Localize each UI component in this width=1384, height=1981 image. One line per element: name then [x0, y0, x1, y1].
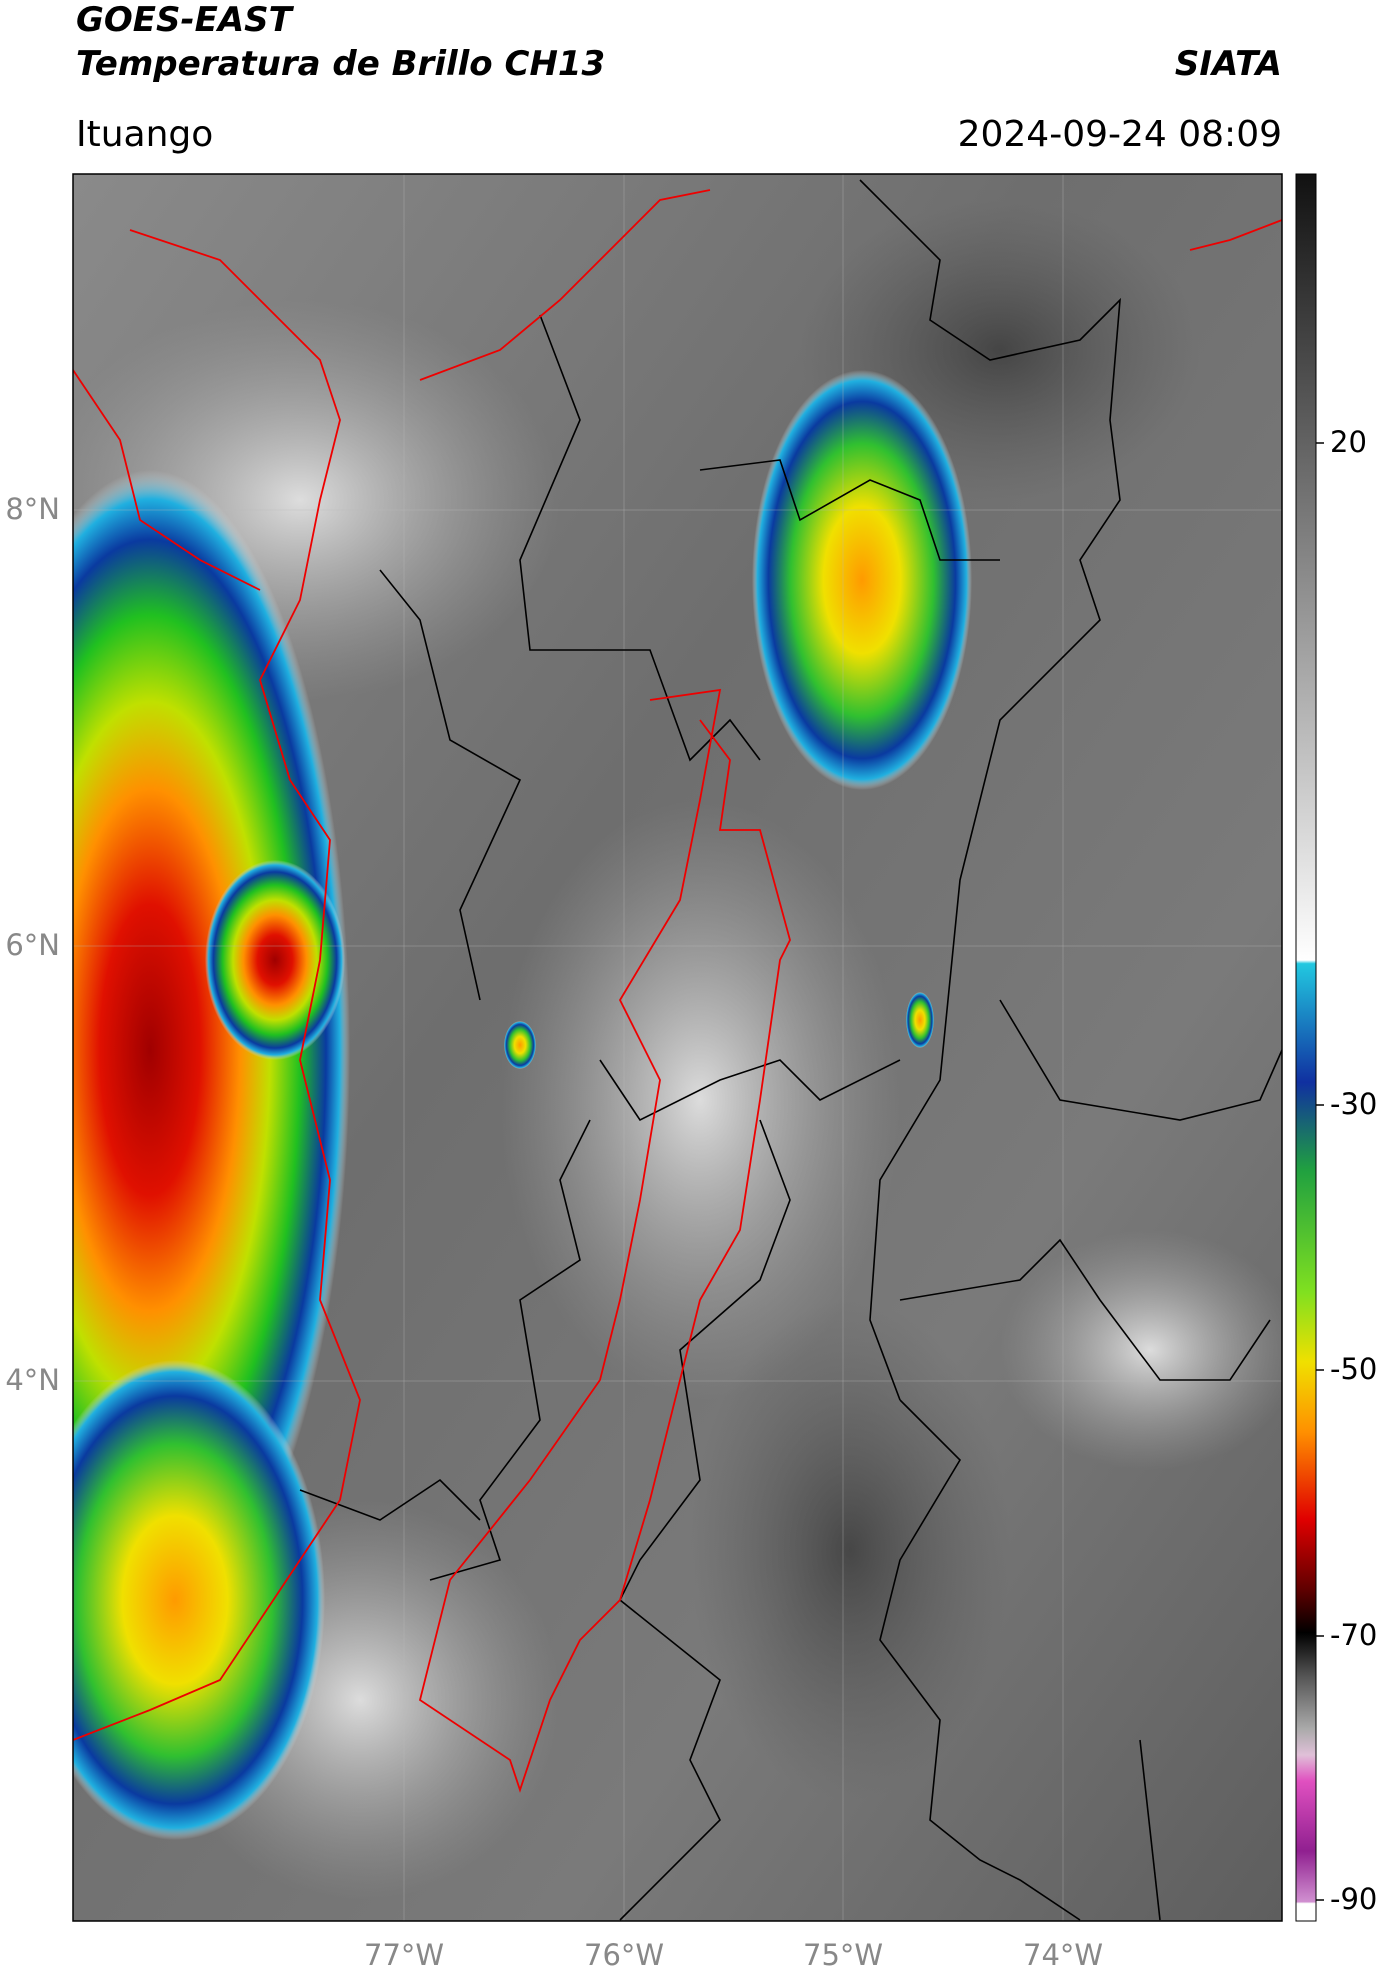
region: Ituango — [76, 114, 214, 155]
map-image — [73, 174, 1282, 1921]
map-frame — [72, 173, 1283, 1922]
agency: SIATA — [1174, 44, 1282, 84]
colorbar-label: -90 — [1330, 1882, 1378, 1916]
lat-label: 8°N — [5, 492, 60, 526]
datetime: 2024-09-24 08:09 — [957, 114, 1282, 155]
colorbar-label: -30 — [1330, 1087, 1378, 1121]
lon-label: 75°W — [803, 1938, 884, 1972]
satellite-title: GOES-EAST — [76, 0, 292, 40]
lat-label: 6°N — [5, 928, 60, 962]
lon-label: 74°W — [1023, 1938, 1104, 1972]
lat-label: 4°N — [5, 1363, 60, 1397]
lon-label: 77°W — [364, 1938, 445, 1972]
colorbar-label: 20 — [1330, 425, 1367, 459]
colorbar — [1295, 173, 1317, 1922]
colorbar-label: -50 — [1330, 1352, 1378, 1386]
colorbar-label: -70 — [1330, 1618, 1378, 1652]
product-title: Temperatura de Brillo CH13 — [76, 44, 606, 84]
lon-label: 76°W — [584, 1938, 665, 1972]
